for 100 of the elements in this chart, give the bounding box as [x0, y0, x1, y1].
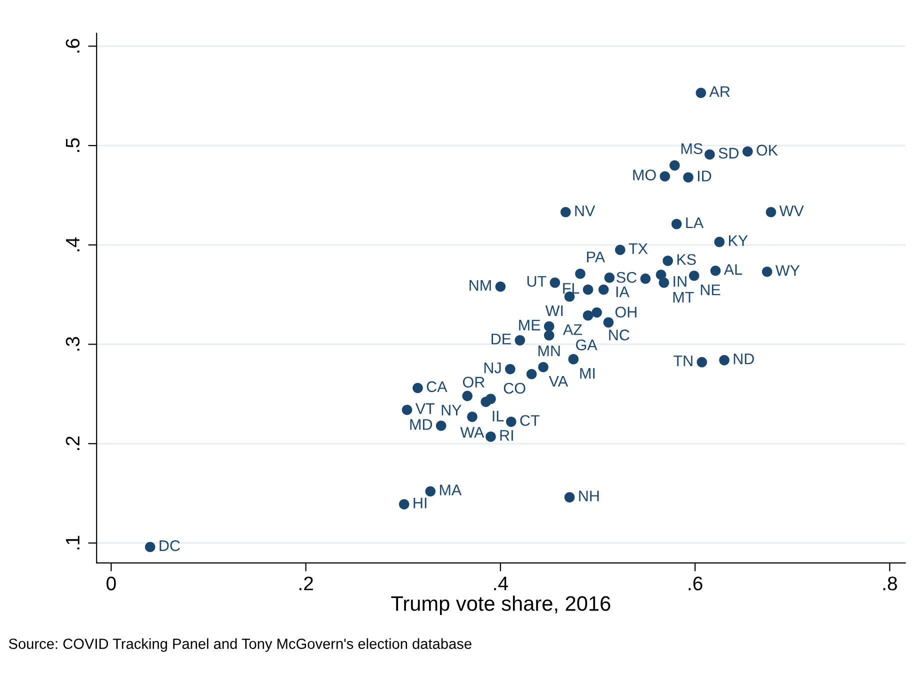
point [544, 330, 554, 340]
point [660, 171, 670, 182]
annotation: MS [681, 143, 702, 154]
annotation: MT [673, 292, 694, 302]
annotation: MI [580, 368, 595, 379]
point [669, 160, 680, 171]
y-tick-label: .1 [66, 536, 80, 550]
point [436, 420, 446, 431]
point [603, 317, 614, 328]
annotation: CT [520, 415, 540, 426]
x-tick-label: 0 [106, 576, 116, 590]
point [398, 499, 410, 510]
point [462, 390, 473, 402]
y-tick-label: .5 [66, 138, 80, 152]
annotation: SC [616, 272, 637, 283]
annotation: OR [462, 376, 484, 388]
point [560, 206, 571, 218]
annotation: MO [633, 170, 656, 180]
annotation: AZ [562, 324, 582, 335]
annotation: LA [686, 217, 704, 228]
point [582, 310, 594, 321]
point [505, 364, 516, 374]
annotation: OK [756, 144, 778, 156]
annotation: WA [460, 427, 484, 438]
x-tick-label: .2 [299, 576, 313, 590]
x-tick-label: .6 [688, 576, 702, 590]
point [592, 307, 602, 318]
annotation: SD [718, 148, 739, 159]
annotation: DC [160, 540, 180, 552]
annotation: KS [677, 254, 696, 265]
annotation: ND [734, 354, 754, 364]
point [575, 268, 586, 279]
annotation: IL [492, 410, 504, 422]
annotation: ME [519, 320, 540, 330]
point [710, 266, 721, 276]
x-tick-label: .8 [883, 576, 897, 590]
point [486, 432, 496, 442]
annotation: ID [698, 170, 712, 182]
point [495, 282, 506, 292]
point [506, 416, 516, 427]
point [568, 354, 579, 364]
point [766, 206, 776, 218]
point [486, 394, 496, 404]
point [704, 149, 715, 160]
annotation: CA [426, 381, 448, 392]
annotation: NE [700, 284, 720, 296]
point [662, 256, 673, 266]
point [719, 355, 730, 366]
annotation: PA [587, 252, 606, 262]
annotation: NJ [484, 362, 501, 374]
y-tick-label: .3 [66, 337, 80, 351]
point [688, 270, 700, 281]
annotation: CO [504, 382, 526, 394]
point [544, 321, 554, 332]
annotation: KY [728, 235, 748, 246]
annotation: OH [615, 306, 636, 318]
point [762, 266, 772, 277]
point [615, 244, 626, 256]
annotation: MA [440, 484, 462, 496]
y-tick-label: .2 [66, 436, 80, 450]
point [144, 542, 156, 552]
point [412, 382, 423, 394]
annotation: AL [724, 264, 742, 275]
point [425, 486, 436, 496]
point [671, 218, 682, 230]
point [564, 492, 575, 502]
point [683, 172, 694, 182]
point [696, 88, 706, 98]
annotation: FL [563, 283, 580, 294]
annotation: DE [492, 334, 511, 344]
source-note: Source: COVID Tracking Panel and Tony McGovern's election database [8, 638, 472, 652]
point [658, 278, 670, 288]
annotation: NH [579, 490, 599, 502]
y-tick-label: .6 [66, 38, 80, 53]
point [402, 404, 412, 416]
annotation: WV [779, 206, 804, 216]
annotation: NV [575, 206, 596, 216]
point [640, 274, 651, 284]
annotation: WI [545, 305, 563, 316]
annotation: MD [410, 419, 432, 430]
annotation: VT [415, 403, 435, 414]
x-tick-label: .4 [494, 576, 508, 590]
point [550, 278, 560, 288]
annotation: NC [609, 330, 630, 340]
annotation: UT [527, 276, 546, 287]
point [696, 357, 708, 368]
annotation: MN [538, 346, 560, 356]
annotation: WY [775, 265, 800, 276]
annotation: HI [414, 498, 426, 508]
annotation: AR [709, 86, 730, 97]
annotation: TN [674, 356, 692, 366]
annotation: RI [500, 430, 513, 441]
annotation: NM [470, 280, 491, 291]
annotation: NY [442, 404, 462, 416]
point [582, 284, 594, 295]
y-tick-label: .4 [66, 237, 80, 252]
annotation: IN [674, 276, 686, 287]
point [467, 412, 478, 422]
point [714, 236, 725, 248]
point [742, 146, 753, 157]
